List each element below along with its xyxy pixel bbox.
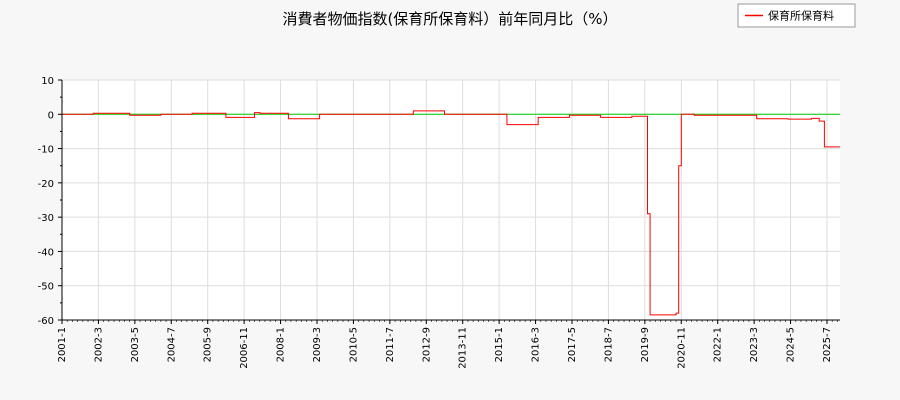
x-tick-label: 2018-7 — [603, 327, 614, 362]
x-tick-label: 2013-11 — [458, 327, 469, 369]
y-tick-label: -50 — [38, 282, 54, 293]
y-tick-label: 0 — [48, 110, 54, 121]
x-tick-label: 2006-11 — [239, 327, 250, 369]
x-tick-label: 2016-3 — [531, 327, 542, 362]
x-tick-label: 2024-5 — [786, 327, 797, 362]
x-tick-label: 2003-5 — [130, 327, 141, 362]
x-tick-label: 2001-1 — [57, 327, 68, 362]
series-layer — [62, 110, 840, 316]
grid-layer — [61, 79, 840, 321]
y-tick-label: -10 — [38, 145, 54, 156]
x-tick-label: 2020-11 — [676, 327, 687, 369]
x-tick-label: 2017-5 — [567, 327, 578, 362]
legend-label: 保育所保育料 — [768, 9, 834, 23]
y-tick-label: -20 — [38, 179, 54, 190]
y-tick-label: -30 — [38, 213, 54, 224]
y-tick-label: -40 — [38, 247, 54, 258]
x-tick-label: 2012-9 — [421, 327, 432, 362]
x-tick-label: 2002-3 — [93, 327, 104, 362]
x-tick-label: 2010-5 — [348, 327, 359, 362]
series-line-0 — [62, 110, 840, 316]
x-tick-label: 2015-1 — [494, 327, 505, 362]
x-tick-label: 2023-3 — [749, 327, 760, 362]
x-tick-label: 2025-7 — [822, 327, 833, 362]
x-tick-label: 2004-7 — [166, 327, 177, 362]
x-tick-label: 2011-7 — [385, 327, 396, 362]
x-tick-label: 2019-9 — [640, 327, 651, 362]
x-tick-label: 2009-3 — [312, 327, 323, 362]
plot-area — [62, 80, 840, 320]
y-tick-label: 10 — [41, 76, 54, 87]
x-tick-label: 2005-9 — [203, 327, 214, 362]
y-tick-label: -60 — [38, 316, 54, 327]
legend: 保育所保育料 — [737, 3, 856, 28]
x-tick-label: 2022-1 — [713, 327, 724, 362]
x-tick-label: 2008-1 — [276, 327, 287, 362]
legend-box — [737, 3, 856, 28]
chart-title: 消費者物価指数(保育所保育料）前年同月比（%） — [282, 10, 617, 28]
